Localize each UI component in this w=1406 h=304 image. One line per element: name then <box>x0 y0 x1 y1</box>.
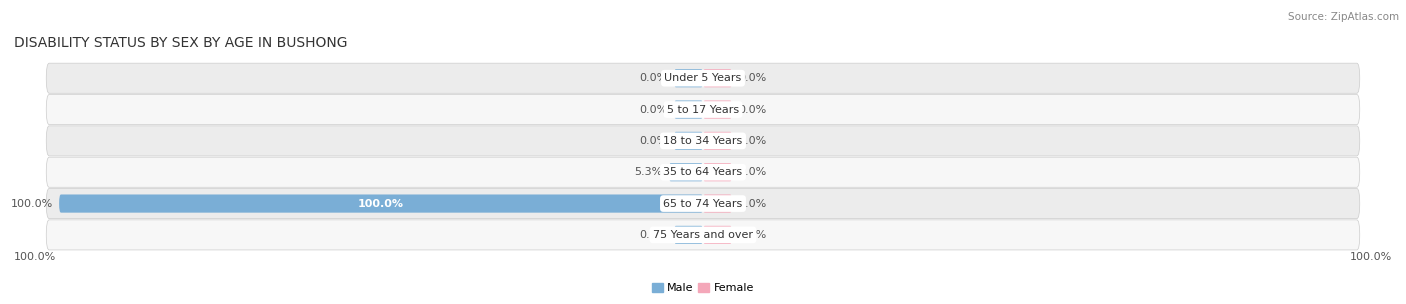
Legend: Male, Female: Male, Female <box>647 278 759 298</box>
Text: 100.0%: 100.0% <box>10 199 52 209</box>
FancyBboxPatch shape <box>669 163 703 181</box>
Text: 5 to 17 Years: 5 to 17 Years <box>666 105 740 115</box>
Text: 0.0%: 0.0% <box>640 105 668 115</box>
Text: Under 5 Years: Under 5 Years <box>665 73 741 83</box>
FancyBboxPatch shape <box>59 195 703 213</box>
FancyBboxPatch shape <box>46 95 1360 125</box>
Text: 5.3%: 5.3% <box>634 167 662 177</box>
FancyBboxPatch shape <box>703 69 733 87</box>
FancyBboxPatch shape <box>46 220 1360 250</box>
Text: 0.0%: 0.0% <box>738 136 766 146</box>
Text: 0.0%: 0.0% <box>640 73 668 83</box>
Text: 100.0%: 100.0% <box>1350 252 1392 262</box>
FancyBboxPatch shape <box>703 132 733 150</box>
FancyBboxPatch shape <box>46 126 1360 156</box>
FancyBboxPatch shape <box>703 195 733 213</box>
Text: 0.0%: 0.0% <box>738 230 766 240</box>
FancyBboxPatch shape <box>673 226 703 244</box>
Text: Source: ZipAtlas.com: Source: ZipAtlas.com <box>1288 12 1399 22</box>
FancyBboxPatch shape <box>703 226 733 244</box>
Text: 100.0%: 100.0% <box>14 252 56 262</box>
Text: 75 Years and over: 75 Years and over <box>652 230 754 240</box>
FancyBboxPatch shape <box>703 163 733 181</box>
Text: 0.0%: 0.0% <box>738 73 766 83</box>
Text: 0.0%: 0.0% <box>640 230 668 240</box>
Text: 100.0%: 100.0% <box>359 199 404 209</box>
FancyBboxPatch shape <box>673 100 703 119</box>
FancyBboxPatch shape <box>46 188 1360 219</box>
Text: 0.0%: 0.0% <box>738 105 766 115</box>
FancyBboxPatch shape <box>46 63 1360 93</box>
Text: 0.0%: 0.0% <box>640 136 668 146</box>
FancyBboxPatch shape <box>703 100 733 119</box>
Text: 18 to 34 Years: 18 to 34 Years <box>664 136 742 146</box>
FancyBboxPatch shape <box>673 132 703 150</box>
Text: 0.0%: 0.0% <box>738 199 766 209</box>
FancyBboxPatch shape <box>46 157 1360 187</box>
Text: DISABILITY STATUS BY SEX BY AGE IN BUSHONG: DISABILITY STATUS BY SEX BY AGE IN BUSHO… <box>14 36 347 50</box>
FancyBboxPatch shape <box>673 69 703 87</box>
Text: 65 to 74 Years: 65 to 74 Years <box>664 199 742 209</box>
Text: 35 to 64 Years: 35 to 64 Years <box>664 167 742 177</box>
Text: 0.0%: 0.0% <box>738 167 766 177</box>
